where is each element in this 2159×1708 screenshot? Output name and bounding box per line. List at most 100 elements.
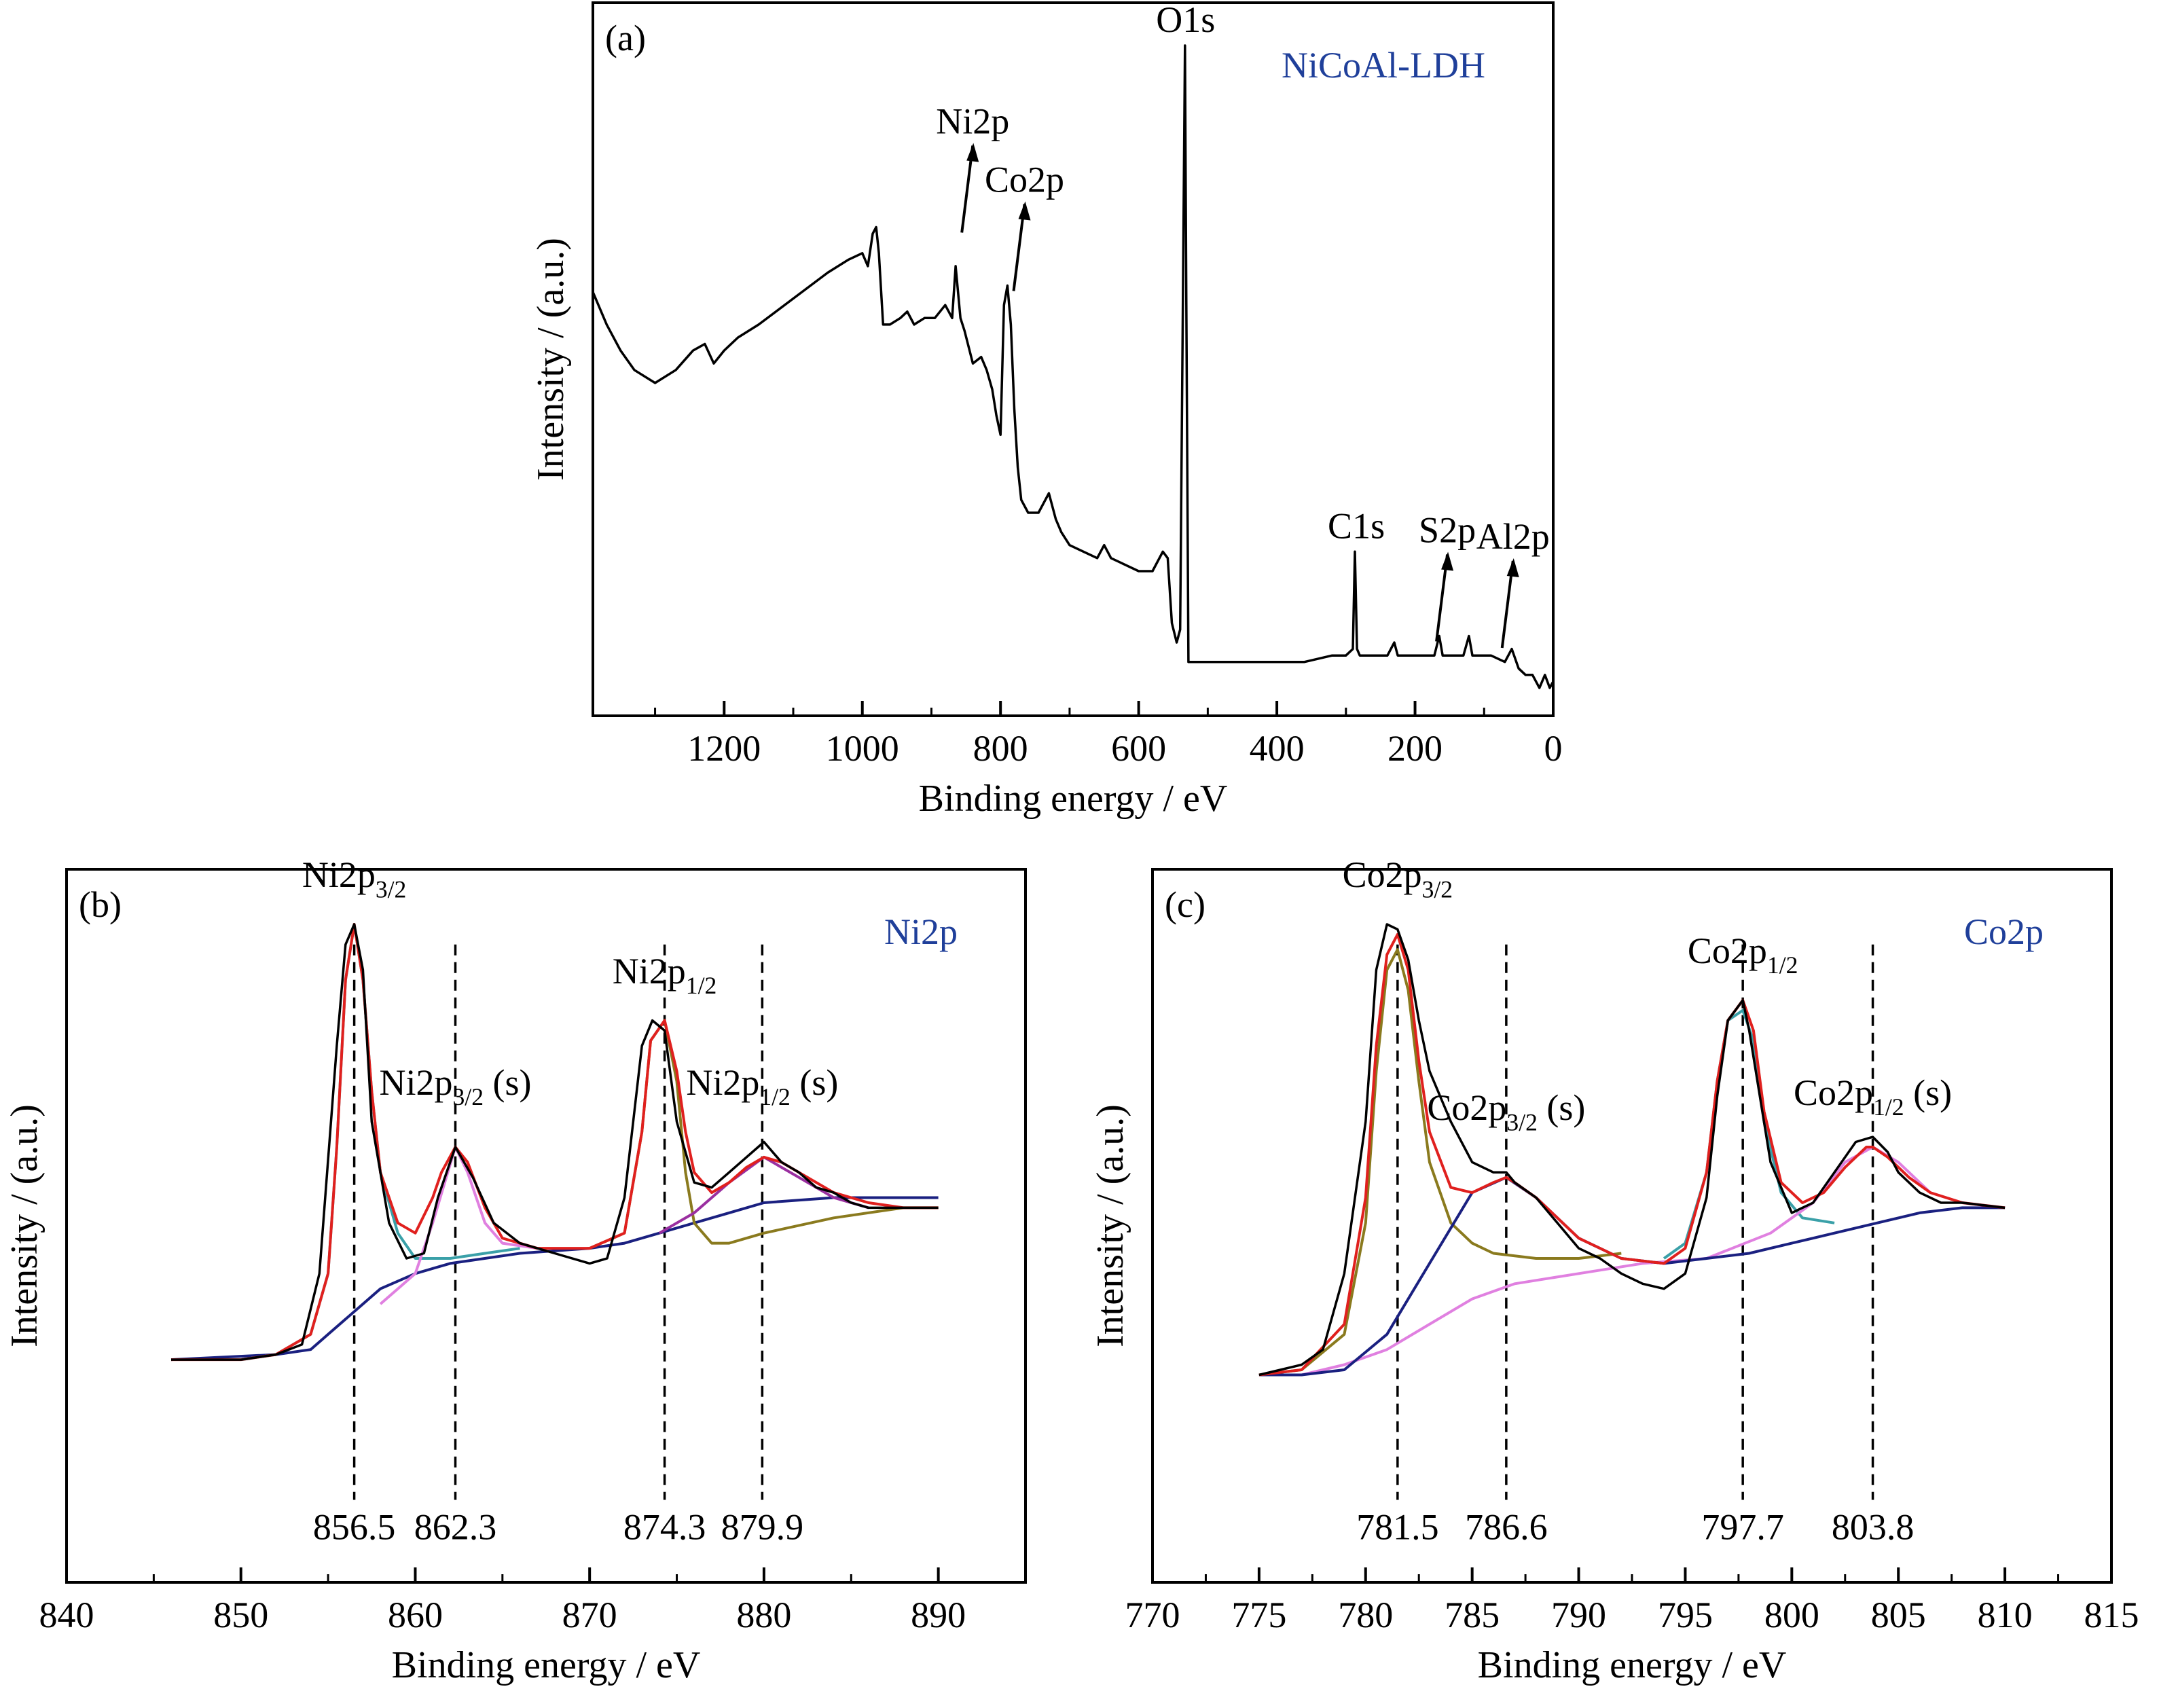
y-axis-label: Intensity / (a.u.) — [1089, 1104, 1131, 1347]
series-line-fit-envelope — [1258, 932, 2006, 1377]
y-axis-label: Intensity / (a.u.) — [530, 238, 572, 481]
x-tick-label: 1200 — [687, 728, 761, 769]
peak-position-label: 803.8 — [1832, 1507, 1915, 1548]
series-line-measured — [171, 923, 939, 1361]
plot-frame — [592, 1, 1555, 717]
annotation-main: Ni2p — [379, 1062, 452, 1103]
x-tick-label: 805 — [1871, 1595, 1926, 1635]
x-tick-label: 815 — [2084, 1595, 2139, 1635]
peak-position-label: 797.7 — [1701, 1507, 1784, 1548]
peak-annotation: Co2p3/2 — [1343, 854, 1453, 903]
annotation-suffix: (s) — [1538, 1087, 1585, 1128]
panel-a-survey-spectrum: 1200 1000 800 600 400 200 0 Binding energy / eV… — [530, 0, 1563, 820]
x-tick-label: 795 — [1658, 1595, 1713, 1635]
peak-annotation: Ni2p — [936, 101, 1009, 142]
x-tick-label: 880 — [736, 1595, 791, 1635]
annotation-main: S2p — [1419, 510, 1476, 551]
panel-label: (a) — [605, 18, 646, 58]
legend-title: Co2p — [1964, 911, 2044, 952]
x-tick-label: 1000 — [826, 728, 899, 769]
peak-position-label: 879.9 — [721, 1507, 804, 1548]
annotation-main: Co2p — [985, 160, 1064, 200]
peak-annotation: Co2p1/2 (s) — [1794, 1072, 1952, 1121]
y-axis-label: Intensity / (a.u.) — [3, 1104, 46, 1347]
annotation-subscript: 3/2 — [1422, 875, 1453, 903]
x-tick-label: 860 — [388, 1595, 443, 1635]
panel-c-co2p-spectrum: 770 775 780 785 790 795 800 805 810 815 Binding en… — [1089, 854, 2139, 1686]
peak-annotation: Al2p — [1476, 516, 1550, 557]
x-tick-label: 790 — [1551, 1595, 1606, 1635]
panel-label: (b) — [79, 884, 122, 925]
annotation-main: Ni2p — [936, 101, 1009, 142]
annotation-main: Ni2p — [686, 1062, 759, 1103]
x-tick-label: 0 — [1544, 728, 1563, 769]
x-axis-label: Binding energy / eV — [392, 1644, 701, 1686]
annotation-main: C1s — [1328, 505, 1385, 546]
x-tick-label: 775 — [1231, 1595, 1286, 1635]
annotation-suffix: (s) — [484, 1062, 531, 1103]
peak-annotation: Co2p3/2 (s) — [1427, 1087, 1585, 1135]
annotation-main: O1s — [1156, 0, 1215, 40]
legend-title: Ni2p — [884, 911, 958, 952]
x-tick-label: 850 — [213, 1595, 268, 1635]
peak-position-label: 781.5 — [1356, 1507, 1439, 1548]
legend-title: NiCoAl-LDH — [1282, 45, 1485, 86]
annotation-main: Co2p — [1427, 1087, 1506, 1128]
x-tick-label: 770 — [1125, 1595, 1180, 1635]
annotation-arrowhead — [966, 143, 979, 162]
annotation-arrowhead — [1018, 201, 1031, 221]
peak-position-label: 786.6 — [1465, 1507, 1548, 1548]
peak-annotation: Ni2p1/2 (s) — [686, 1062, 838, 1110]
annotation-main: Ni2p — [613, 951, 686, 992]
x-tick-label: 870 — [562, 1595, 617, 1635]
x-tick-label: 400 — [1250, 728, 1305, 769]
plot-frame — [65, 868, 1027, 1584]
annotation-subscript: 1/2 — [1767, 951, 1798, 979]
annotation-subscript: 1/2 — [686, 972, 717, 999]
annotation-main: Co2p — [1343, 854, 1422, 895]
series-line-component — [1258, 948, 1622, 1377]
peak-annotation: Ni2p3/2 (s) — [379, 1062, 531, 1110]
x-axis-label: Binding energy / eV — [919, 778, 1228, 820]
x-tick-label: 800 — [1764, 1595, 1819, 1635]
annotation-suffix: (s) — [1904, 1072, 1952, 1113]
peak-annotation: Ni2p1/2 — [613, 951, 717, 999]
annotation-main: Co2p — [1794, 1072, 1873, 1113]
peak-annotation: S2p — [1419, 510, 1476, 551]
series-line-measured — [1258, 923, 2006, 1377]
annotation-main: Co2p — [1688, 930, 1767, 971]
peak-annotation: Ni2p3/2 — [302, 854, 407, 903]
x-tick-label: 840 — [39, 1595, 94, 1635]
peak-position-label: 856.5 — [313, 1507, 396, 1548]
annotation-subscript: 3/2 — [452, 1083, 484, 1110]
x-axis-label: Binding energy / eV — [1478, 1644, 1787, 1686]
peak-position-label: 874.3 — [623, 1507, 706, 1548]
peak-annotation: Co2p — [985, 160, 1064, 200]
x-tick-label: 800 — [973, 728, 1028, 769]
x-tick-label: 890 — [911, 1595, 966, 1635]
annotation-arrowhead — [1441, 551, 1454, 571]
annotation-main: Al2p — [1476, 516, 1550, 557]
x-tick-label: 785 — [1445, 1595, 1500, 1635]
series-line-background — [170, 1196, 939, 1362]
panel-label: (c) — [1165, 884, 1205, 925]
x-tick-label: 600 — [1111, 728, 1166, 769]
peak-annotation: C1s — [1328, 505, 1385, 546]
annotation-subscript: 3/2 — [1506, 1108, 1538, 1135]
x-tick-label: 200 — [1387, 728, 1443, 769]
peak-annotation: O1s — [1156, 0, 1215, 40]
x-tick-label: 780 — [1338, 1595, 1393, 1635]
panel-b-ni2p-spectrum: 840 850 860 870 880 890 Binding energy / eV Int… — [3, 854, 1027, 1686]
peak-annotation: Co2p1/2 — [1688, 930, 1798, 979]
annotation-arrowhead — [1506, 558, 1519, 578]
annotation-suffix: (s) — [791, 1062, 838, 1103]
series-line-measured — [592, 44, 1555, 689]
annotation-subscript: 1/2 — [1873, 1093, 1904, 1121]
x-tick-label: 810 — [1978, 1595, 2033, 1635]
annotation-subscript: 1/2 — [759, 1083, 791, 1110]
annotation-main: Ni2p — [302, 854, 376, 895]
peak-position-label: 862.3 — [414, 1507, 497, 1548]
annotation-subscript: 3/2 — [376, 875, 407, 903]
